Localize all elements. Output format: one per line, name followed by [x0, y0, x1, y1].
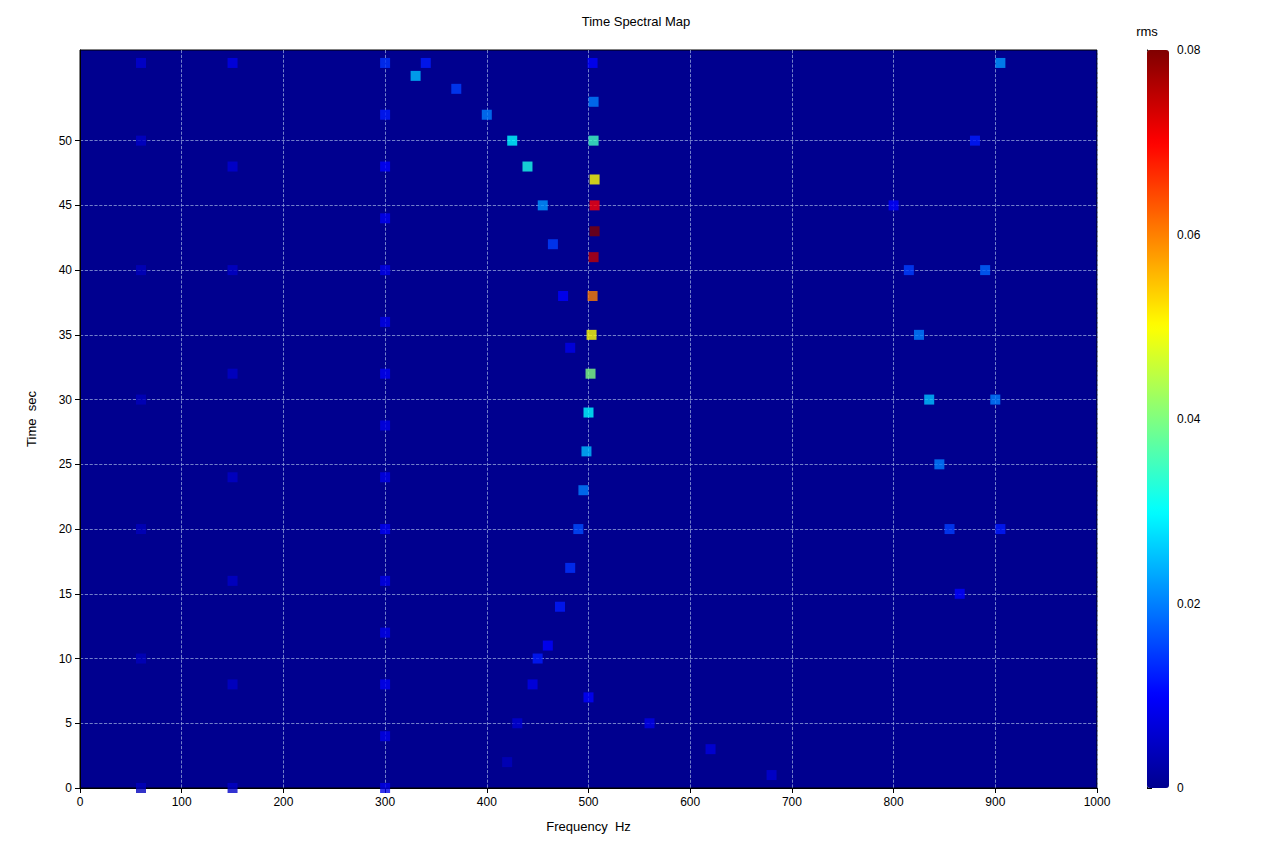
svg-text:35: 35: [59, 328, 73, 342]
svg-text:0: 0: [65, 781, 72, 795]
svg-text:200: 200: [273, 795, 293, 809]
svg-text:15: 15: [59, 587, 73, 601]
svg-text:400: 400: [477, 795, 497, 809]
svg-text:0.06: 0.06: [1177, 228, 1201, 242]
svg-text:800: 800: [884, 795, 904, 809]
svg-text:40: 40: [59, 263, 73, 277]
svg-text:25: 25: [59, 457, 73, 471]
svg-text:0: 0: [1177, 781, 1184, 795]
svg-text:600: 600: [680, 795, 700, 809]
svg-text:1000: 1000: [1084, 795, 1111, 809]
svg-text:0: 0: [77, 795, 84, 809]
svg-text:50: 50: [59, 134, 73, 148]
svg-text:700: 700: [782, 795, 802, 809]
svg-text:Time Spectral Map: Time Spectral Map: [582, 14, 691, 29]
svg-text:500: 500: [578, 795, 598, 809]
svg-text:300: 300: [375, 795, 395, 809]
svg-text:45: 45: [59, 198, 73, 212]
svg-text:900: 900: [985, 795, 1005, 809]
svg-text:rms: rms: [1136, 24, 1158, 39]
svg-text:30: 30: [59, 393, 73, 407]
svg-text:100: 100: [172, 795, 192, 809]
svg-text:20: 20: [59, 522, 73, 536]
svg-text:0.08: 0.08: [1177, 43, 1201, 57]
svg-text:Time sec: Time sec: [24, 391, 39, 447]
svg-text:0.04: 0.04: [1177, 412, 1201, 426]
svg-text:5: 5: [65, 716, 72, 730]
svg-text:Frequency Hz: Frequency Hz: [546, 819, 631, 834]
svg-text:0.02: 0.02: [1177, 597, 1201, 611]
svg-text:10: 10: [59, 652, 73, 666]
